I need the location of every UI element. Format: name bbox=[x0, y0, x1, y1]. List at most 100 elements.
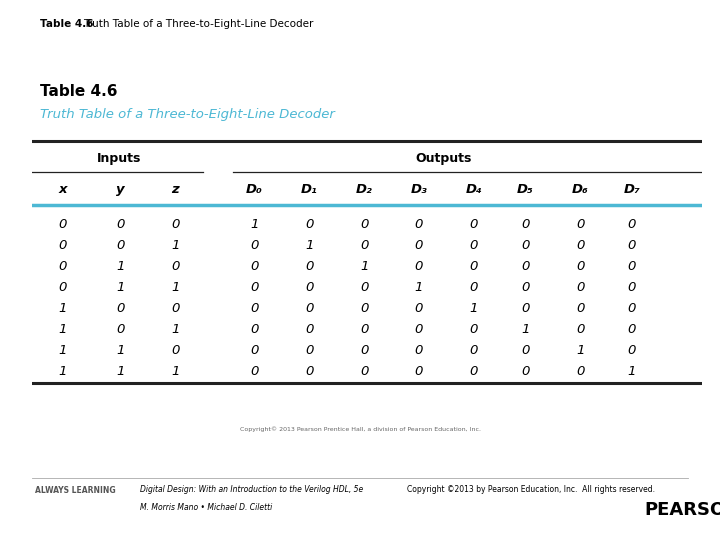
Text: 1: 1 bbox=[171, 364, 179, 377]
Text: 1: 1 bbox=[251, 218, 258, 231]
Text: 0: 0 bbox=[628, 302, 636, 315]
Text: Copyright ©2013 by Pearson Education, Inc.  All rights reserved.: Copyright ©2013 by Pearson Education, In… bbox=[407, 485, 654, 494]
Text: 0: 0 bbox=[576, 218, 585, 231]
Text: 0: 0 bbox=[469, 218, 478, 231]
Text: 0: 0 bbox=[415, 322, 423, 336]
Text: 0: 0 bbox=[576, 239, 585, 252]
Text: 0: 0 bbox=[305, 322, 313, 336]
Text: 0: 0 bbox=[305, 364, 313, 377]
Text: 0: 0 bbox=[521, 364, 530, 377]
Text: 1: 1 bbox=[171, 239, 179, 252]
Text: 0: 0 bbox=[251, 239, 258, 252]
Text: D₇: D₇ bbox=[624, 183, 640, 195]
Text: 1: 1 bbox=[415, 281, 423, 294]
Text: 0: 0 bbox=[171, 260, 179, 273]
Text: Digital Design: With an Introduction to the Verilog HDL, 5e: Digital Design: With an Introduction to … bbox=[140, 485, 364, 494]
Text: 0: 0 bbox=[251, 322, 258, 336]
Text: Table 4.6: Table 4.6 bbox=[40, 19, 93, 29]
Text: 0: 0 bbox=[171, 343, 179, 356]
Text: Outputs: Outputs bbox=[415, 152, 472, 165]
Text: 0: 0 bbox=[415, 260, 423, 273]
Text: D₃: D₃ bbox=[410, 183, 427, 195]
Text: z: z bbox=[171, 183, 179, 195]
Text: D₄: D₄ bbox=[465, 183, 482, 195]
Text: 0: 0 bbox=[415, 343, 423, 356]
Text: 0: 0 bbox=[171, 218, 179, 231]
Text: 0: 0 bbox=[576, 364, 585, 377]
Text: 0: 0 bbox=[469, 239, 478, 252]
Text: 0: 0 bbox=[576, 322, 585, 336]
Text: 1: 1 bbox=[58, 343, 67, 356]
Text: 0: 0 bbox=[521, 239, 530, 252]
Text: 0: 0 bbox=[360, 239, 369, 252]
Text: 0: 0 bbox=[469, 281, 478, 294]
Text: 1: 1 bbox=[171, 281, 179, 294]
Text: Copyright© 2013 Pearson Prentice Hall, a division of Pearson Education, Inc.: Copyright© 2013 Pearson Prentice Hall, a… bbox=[240, 427, 480, 432]
Text: 0: 0 bbox=[360, 322, 369, 336]
Text: y: y bbox=[117, 183, 125, 195]
Text: 1: 1 bbox=[117, 364, 125, 377]
Text: 0: 0 bbox=[628, 260, 636, 273]
Text: 1: 1 bbox=[628, 364, 636, 377]
Text: 0: 0 bbox=[360, 343, 369, 356]
Text: 0: 0 bbox=[628, 281, 636, 294]
Text: 0: 0 bbox=[251, 281, 258, 294]
Text: 1: 1 bbox=[521, 322, 530, 336]
Text: D₁: D₁ bbox=[301, 183, 318, 195]
Text: 0: 0 bbox=[521, 281, 530, 294]
Text: 0: 0 bbox=[628, 322, 636, 336]
Text: 0: 0 bbox=[117, 302, 125, 315]
Text: Table 4.6: Table 4.6 bbox=[40, 84, 117, 99]
Text: 1: 1 bbox=[58, 364, 67, 377]
Text: 0: 0 bbox=[628, 239, 636, 252]
Text: Truth Table of a Three-to-Eight-Line Decoder: Truth Table of a Three-to-Eight-Line Dec… bbox=[83, 19, 313, 29]
Text: 0: 0 bbox=[415, 218, 423, 231]
Text: 0: 0 bbox=[305, 218, 313, 231]
Text: 0: 0 bbox=[415, 302, 423, 315]
Text: 0: 0 bbox=[469, 364, 478, 377]
Text: 1: 1 bbox=[117, 260, 125, 273]
Text: 0: 0 bbox=[469, 343, 478, 356]
Text: 0: 0 bbox=[251, 302, 258, 315]
Text: 0: 0 bbox=[360, 364, 369, 377]
Text: 0: 0 bbox=[469, 322, 478, 336]
Text: 0: 0 bbox=[58, 218, 67, 231]
Text: x: x bbox=[58, 183, 67, 195]
Text: 0: 0 bbox=[251, 343, 258, 356]
Text: 0: 0 bbox=[305, 302, 313, 315]
Text: 0: 0 bbox=[360, 218, 369, 231]
Text: 0: 0 bbox=[305, 343, 313, 356]
Text: 0: 0 bbox=[58, 281, 67, 294]
Text: 0: 0 bbox=[415, 239, 423, 252]
Text: 0: 0 bbox=[58, 260, 67, 273]
Text: 0: 0 bbox=[576, 302, 585, 315]
Text: 1: 1 bbox=[576, 343, 585, 356]
Text: 0: 0 bbox=[628, 343, 636, 356]
Text: 0: 0 bbox=[360, 302, 369, 315]
Text: 0: 0 bbox=[117, 239, 125, 252]
Text: 0: 0 bbox=[58, 239, 67, 252]
Text: 0: 0 bbox=[521, 218, 530, 231]
Text: 1: 1 bbox=[117, 343, 125, 356]
Text: D₅: D₅ bbox=[517, 183, 534, 195]
Text: 0: 0 bbox=[521, 260, 530, 273]
Text: Inputs: Inputs bbox=[97, 152, 141, 165]
Text: 1: 1 bbox=[58, 302, 67, 315]
Text: 0: 0 bbox=[305, 260, 313, 273]
Text: 0: 0 bbox=[251, 364, 258, 377]
Text: 0: 0 bbox=[576, 281, 585, 294]
Text: 0: 0 bbox=[469, 260, 478, 273]
Text: 0: 0 bbox=[171, 302, 179, 315]
Text: 0: 0 bbox=[117, 322, 125, 336]
Text: D₆: D₆ bbox=[572, 183, 589, 195]
Text: 0: 0 bbox=[305, 281, 313, 294]
Text: D₂: D₂ bbox=[356, 183, 372, 195]
Text: 0: 0 bbox=[117, 218, 125, 231]
Text: D₀: D₀ bbox=[246, 183, 263, 195]
Text: ALWAYS LEARNING: ALWAYS LEARNING bbox=[35, 486, 115, 495]
Text: M. Morris Mano • Michael D. Ciletti: M. Morris Mano • Michael D. Ciletti bbox=[140, 503, 273, 512]
Text: 1: 1 bbox=[305, 239, 313, 252]
Text: 1: 1 bbox=[117, 281, 125, 294]
Text: 1: 1 bbox=[469, 302, 478, 315]
Text: 0: 0 bbox=[251, 260, 258, 273]
